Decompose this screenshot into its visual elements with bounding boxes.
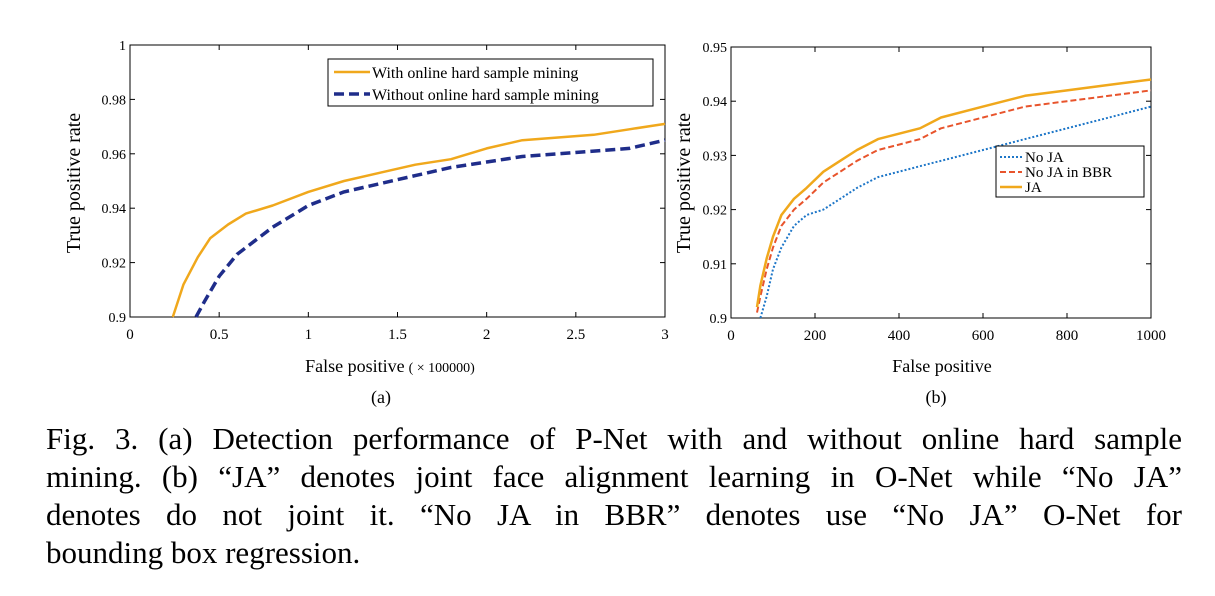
chart-a-series [171, 122, 666, 318]
chart-b-xtick-label: 800 [1056, 328, 1079, 344]
chart-b-ytick-label: 0.9 [710, 312, 728, 327]
chart-b-series-line-2 [755, 78, 1152, 308]
chart-a-ytick-label: 0.9 [109, 311, 127, 326]
legend-label-no-ja: No JA [1025, 150, 1064, 166]
chart-b-series [755, 78, 1152, 319]
caption-line-1: Fig. 3. (a) Detection performance of P-N… [46, 421, 1182, 456]
legend-label-no-ja-in-bbr: No JA in BBR [1025, 165, 1112, 181]
chart-b-xtick-label: 400 [888, 328, 911, 344]
chart-a-xtick-label: 2.5 [566, 327, 585, 343]
chart-b-frame [730, 46, 1152, 319]
caption-line-3: denotes do not joint it. “No JA in BBR” … [46, 497, 1182, 532]
chart-a-xtick-label: 1 [305, 327, 313, 343]
chart-b-xlabel: False positive [892, 356, 992, 376]
chart-a-ytick-label: 0.94 [102, 202, 127, 217]
chart-b-xtick-label: 1000 [1136, 328, 1166, 344]
chart-a-series-line-0 [171, 122, 666, 318]
chart-b-series-line-0 [759, 105, 1152, 319]
chart-b-ytick-label: 0.92 [703, 204, 728, 219]
legend-label-ja: JA [1025, 180, 1042, 196]
chart-a-ytick-label: 0.98 [102, 93, 127, 108]
chart-b-ytick-label: 0.93 [703, 149, 728, 164]
chart-b: 0 200 400 600 800 1000 0.9 0.91 0.92 0.93 0.94 0.95… [673, 41, 1166, 408]
chart-a-ylabel: True positive rate [63, 113, 85, 253]
chart-a-xlabel: False positive ( × 100000) [305, 356, 475, 376]
chart-b-series-line-1 [756, 89, 1152, 313]
caption-line-2: mining. (b) “JA” denotes joint face alig… [46, 459, 1182, 494]
figure: 0 0.5 1 1.5 2 2.5 3 0.9 0.92 0.94 0.96 0.98 1 With o… [63, 39, 1166, 408]
chart-b-xtick-label: 0 [727, 328, 735, 344]
legend-label-without-mining: Without online hard sample mining [372, 87, 599, 104]
chart-a-series-line-1 [194, 138, 666, 318]
chart-a-legend-box [327, 58, 654, 107]
chart-b-ticks: 0 200 400 600 800 1000 0.9 0.91 0.92 0.93 0.94 0.95 [703, 41, 1167, 344]
chart-a-xtick-label: 2 [483, 327, 491, 343]
chart-a-xtick-label: 0.5 [210, 327, 229, 343]
chart-a-legend: With online hard sample mining Without o… [327, 58, 654, 107]
chart-a-xlabel-text: False positive [305, 356, 405, 376]
chart-b-ytick-label: 0.94 [703, 95, 728, 110]
chart-b-ytick-label: 0.95 [703, 41, 728, 56]
caption-line-4: bounding box regression. [46, 535, 361, 570]
chart-a-ytick-label: 0.96 [102, 148, 127, 163]
chart-a-ytick-label: 1 [119, 39, 126, 54]
chart-a-xtick-label: 3 [661, 327, 669, 343]
chart-b-ytick-label: 0.91 [703, 258, 728, 273]
chart-b-ylabel: True positive rate [673, 113, 695, 253]
chart-b-panel-label: (b) [926, 387, 947, 408]
chart-a-xtick-label: 1.5 [388, 327, 407, 343]
legend-label-with-mining: With online hard sample mining [372, 65, 578, 82]
chart-b-xtick-label: 600 [972, 328, 995, 344]
chart-b-legend: No JA No JA in BBR JA [995, 145, 1145, 198]
chart-a: 0 0.5 1 1.5 2 2.5 3 0.9 0.92 0.94 0.96 0.98 1 With o… [63, 39, 669, 408]
chart-b-xtick-label: 200 [804, 328, 827, 344]
figure-caption: Fig. 3. (a) Detection performance of P-N… [46, 420, 1182, 572]
chart-a-panel-label: (a) [371, 387, 391, 408]
chart-a-ytick-label: 0.92 [102, 257, 127, 272]
chart-a-xlabel-unit: ( × 100000) [409, 361, 476, 376]
chart-a-ticks: 0 0.5 1 1.5 2 2.5 3 0.9 0.92 0.94 0.96 0.98 1 [102, 39, 669, 343]
chart-a-xtick-label: 0 [126, 327, 134, 343]
